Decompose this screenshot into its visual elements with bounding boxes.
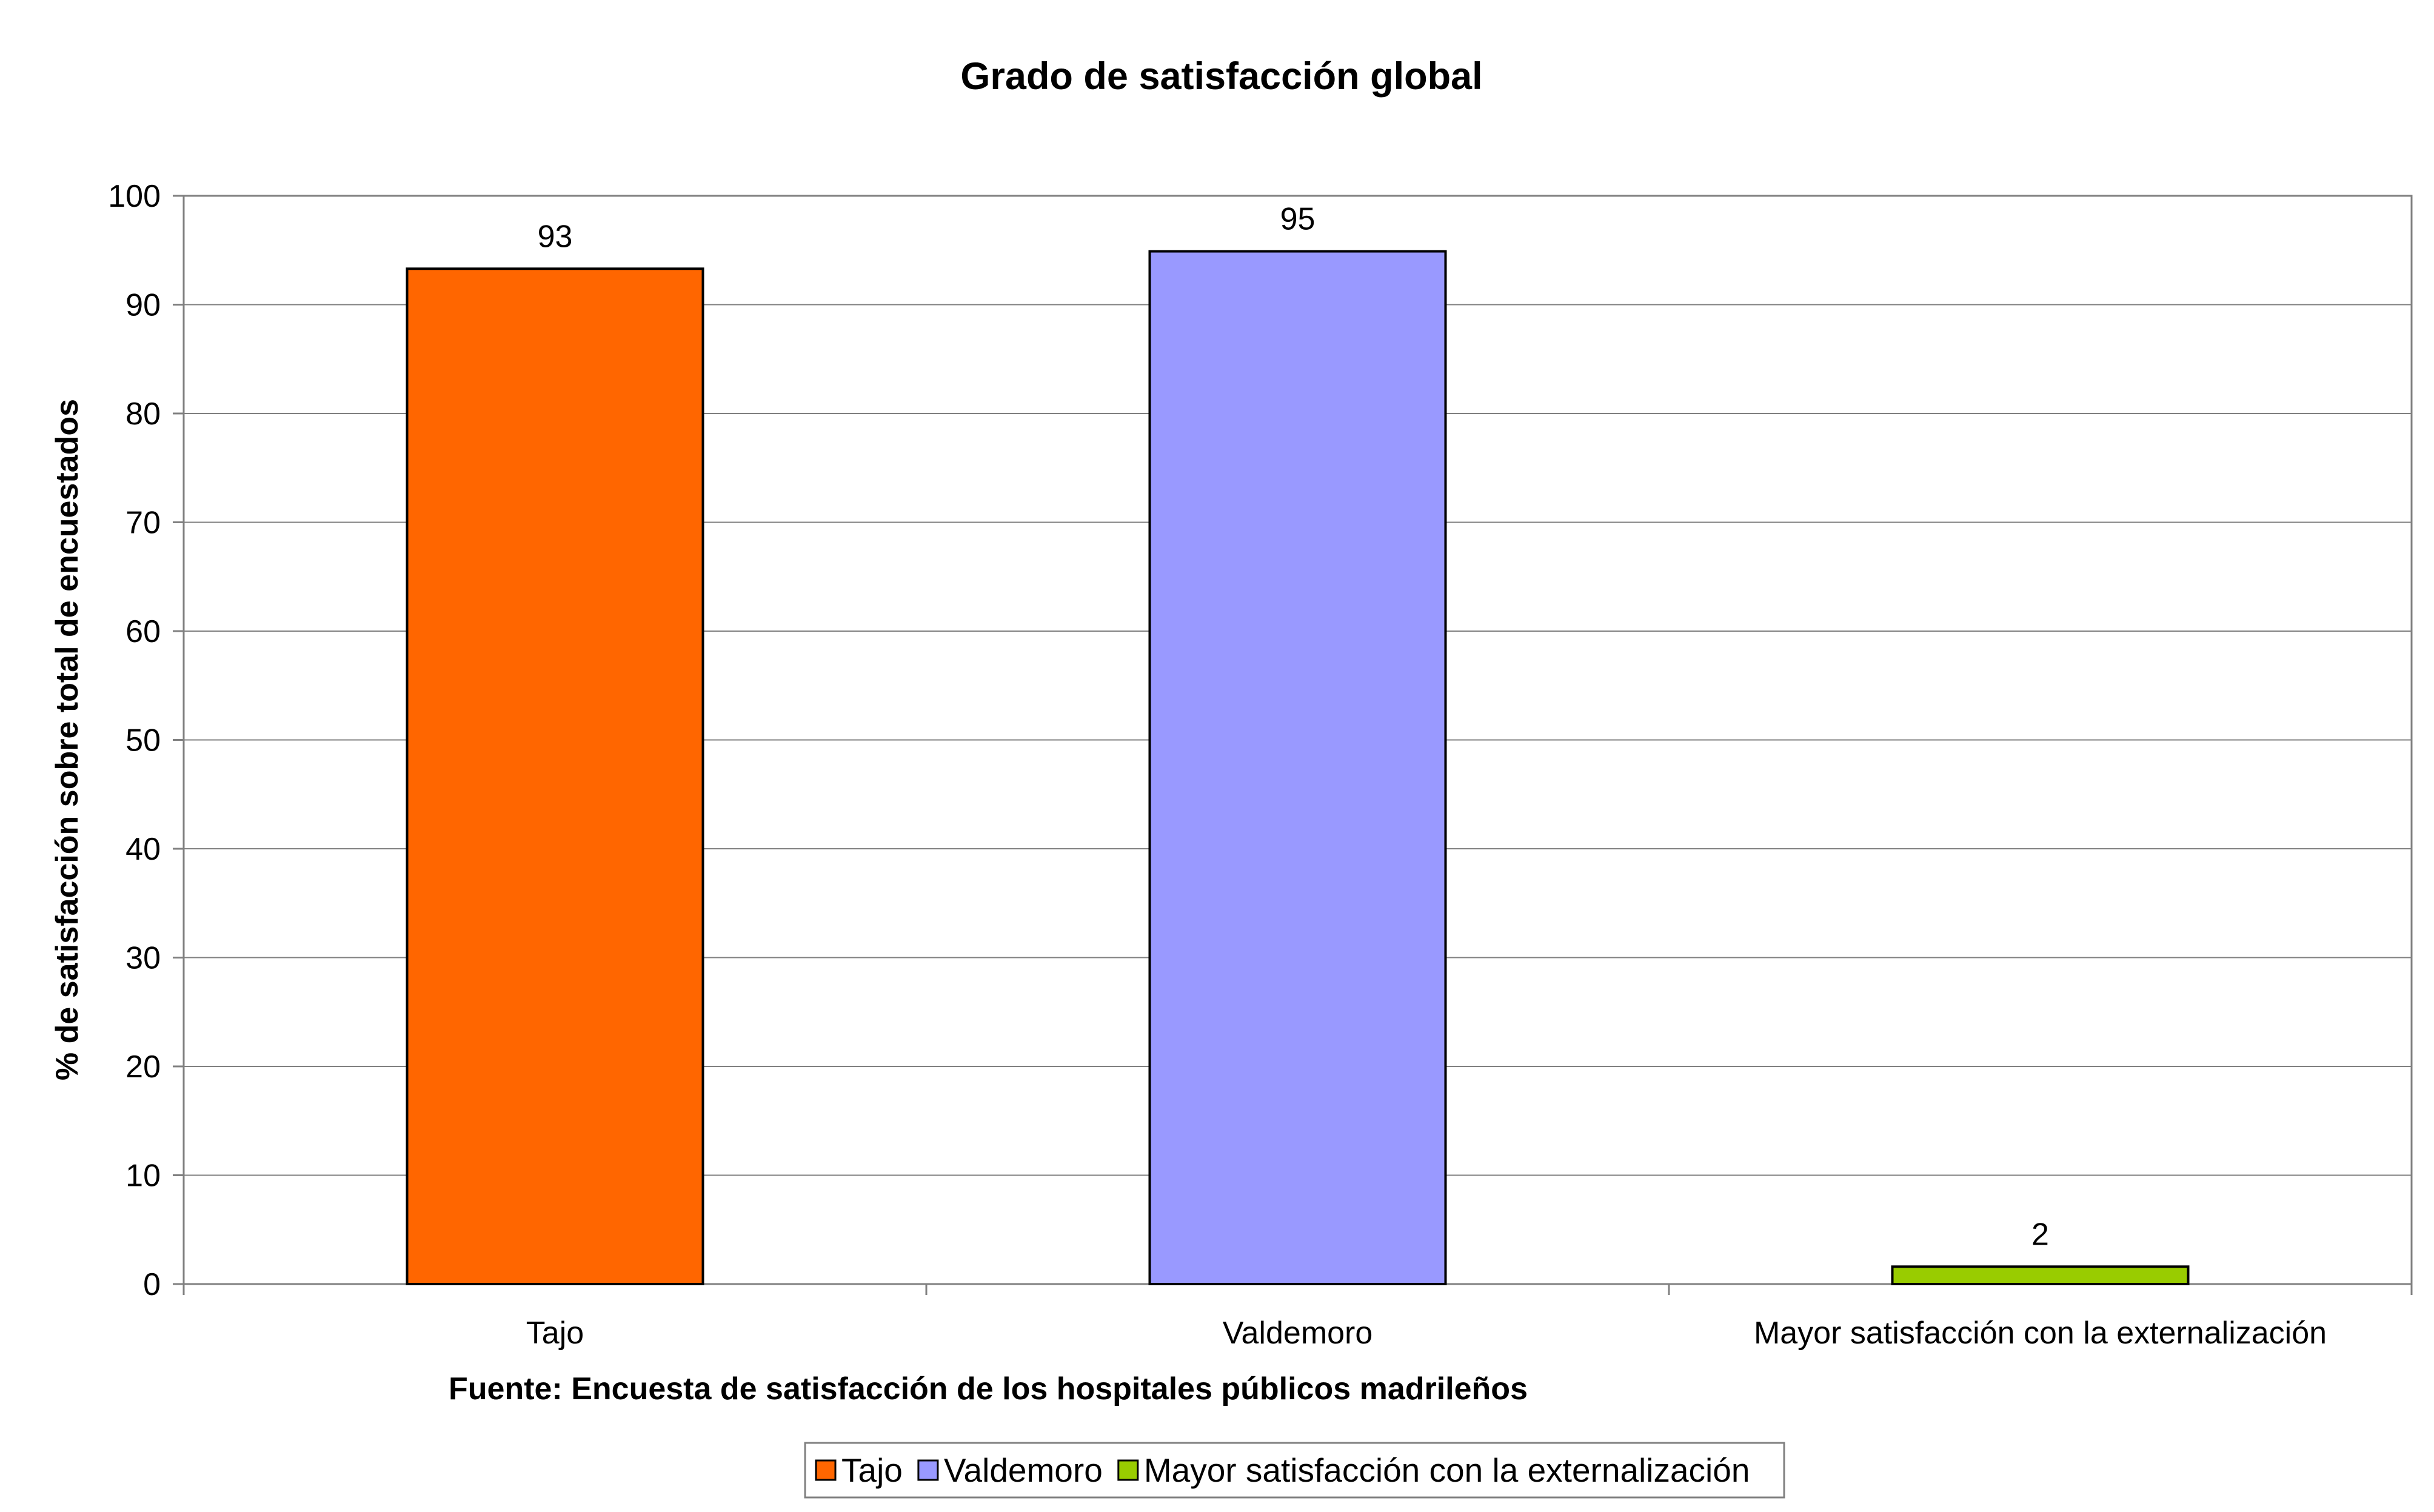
y-axis-title: % de satisfacción sobre total de encuest… — [50, 399, 85, 1080]
x-tick-label-3: Mayor satisfacción con la externalizació… — [1754, 1316, 2327, 1351]
y-tick-label-50: 50 — [125, 723, 161, 758]
y-tick-label-40: 40 — [125, 832, 161, 867]
data-label-2: 95 — [1280, 202, 1316, 237]
y-tick-label-100: 100 — [108, 179, 161, 214]
bars — [406, 250, 2190, 1286]
y-tick-label-90: 90 — [125, 288, 161, 323]
legend-swatch-2 — [917, 1459, 939, 1481]
data-labels: 93 95 2 — [538, 202, 2049, 1253]
data-label-1: 93 — [538, 219, 573, 254]
bar-2 — [1148, 250, 1447, 1285]
y-axis-ticks: 0 10 20 30 40 50 60 70 80 90 100 — [108, 179, 184, 1302]
y-tick-label-70: 70 — [125, 506, 161, 541]
data-label-3: 2 — [2031, 1217, 2049, 1252]
x-axis-title: Fuente: Encuesta de satisfacción de los … — [449, 1371, 1528, 1407]
legend-label-1: Tajo — [841, 1451, 903, 1489]
y-tick-label-80: 80 — [125, 396, 161, 432]
legend-swatch-1 — [815, 1459, 837, 1481]
legend-label-3: Mayor satisfacción con la externalizació… — [1144, 1451, 1750, 1489]
x-tick-label-1: Tajo — [526, 1316, 584, 1351]
x-tick-label-2: Valdemoro — [1223, 1316, 1373, 1351]
bar-3 — [1891, 1265, 2190, 1286]
legend-frame — [804, 1442, 1785, 1499]
chart-title: Grado de satisfacción global — [960, 55, 1482, 98]
x-axis-ticks: Tajo Valdemoro Mayor satisfacción con la e… — [182, 1284, 2413, 1351]
y-tick-label-10: 10 — [125, 1159, 161, 1194]
y-tick-label-0: 0 — [143, 1267, 161, 1302]
y-tick-label-30: 30 — [125, 941, 161, 976]
y-tick-label-60: 60 — [125, 614, 161, 649]
bar-1 — [406, 267, 704, 1285]
y-tick-label-20: 20 — [125, 1049, 161, 1085]
legend: Tajo Valdemoro Mayor satisfacción con la e… — [804, 1442, 1785, 1499]
legend-swatch-3 — [1117, 1459, 1139, 1481]
legend-label-2: Valdemoro — [944, 1451, 1103, 1489]
